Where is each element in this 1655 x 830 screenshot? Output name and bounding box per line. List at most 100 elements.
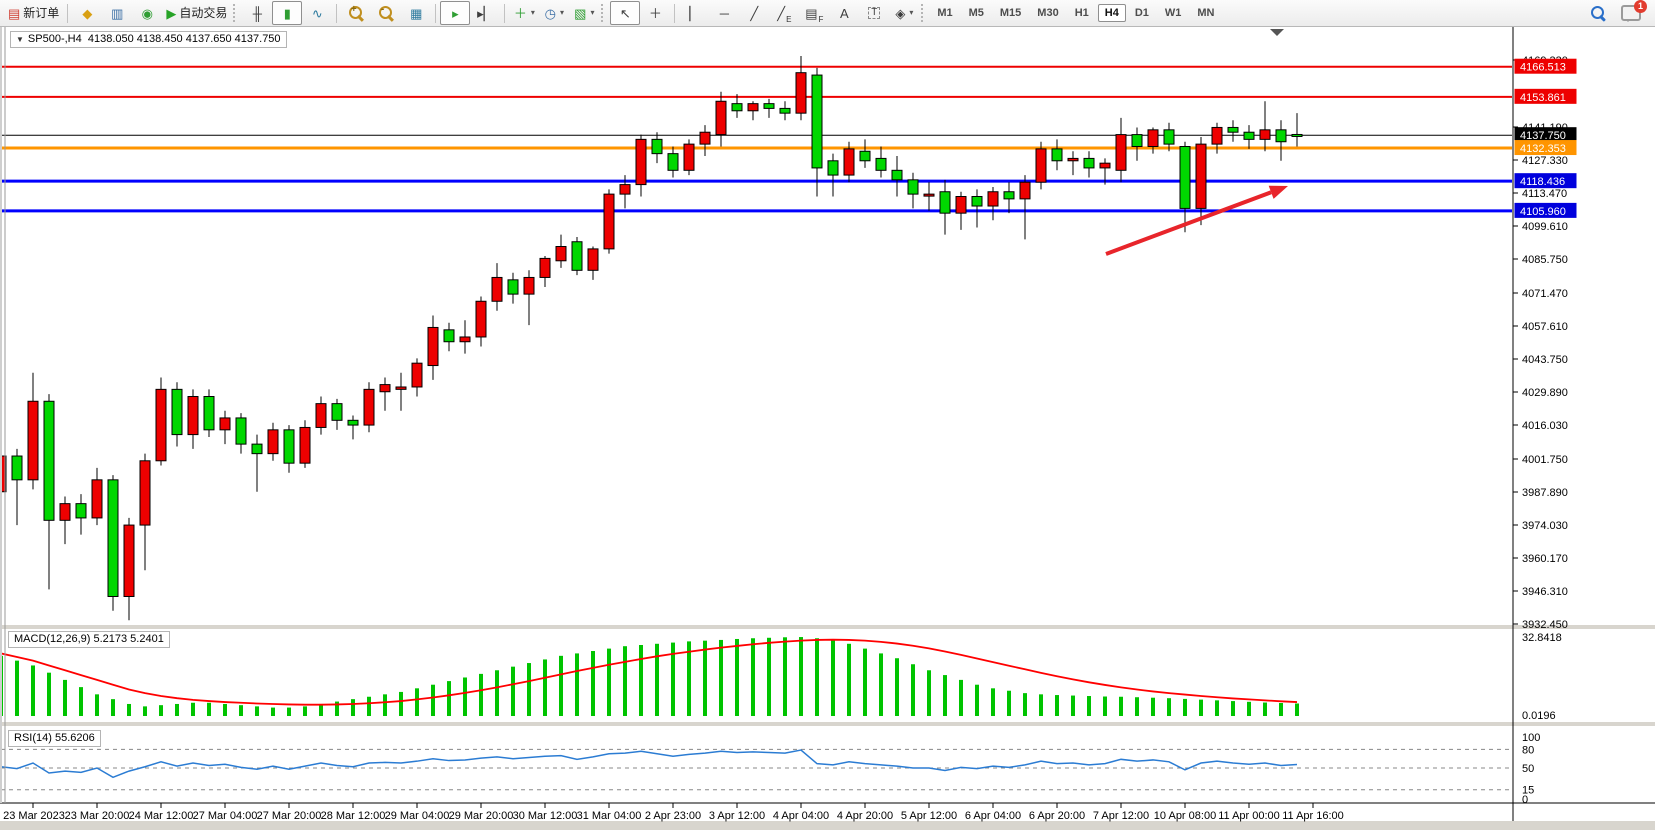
crosshair-button[interactable]: ＋ xyxy=(640,1,670,25)
macd-axis-min: 0.0196 xyxy=(1522,710,1556,722)
chart-ohlc-values: 4138.050 4138.450 4137.650 4137.750 xyxy=(87,33,281,45)
timeframe-toolbar: M1 M5 M15 M30 H1 H4 D1 W1 MN xyxy=(930,4,1221,22)
macd-histogram-bar xyxy=(815,638,819,716)
horizontal-line-button[interactable]: ─ xyxy=(709,1,739,25)
chart-shift-marker[interactable] xyxy=(1270,29,1284,36)
timeframe-button-M5[interactable]: M5 xyxy=(968,7,984,19)
candle-chart-button[interactable]: ▮ xyxy=(272,1,303,25)
bar-chart-button[interactable]: ╫ xyxy=(242,1,272,25)
macd-label: MACD(12,26,9) 5.2173 5.2401 xyxy=(14,633,164,645)
macd-histogram-bar xyxy=(1135,697,1139,716)
candle-body-up xyxy=(699,131,711,145)
channel-button[interactable]: ╱ E xyxy=(777,5,792,24)
price-badge xyxy=(1514,173,1577,189)
macd-histogram-bar xyxy=(127,703,131,716)
macd-histogram-bar xyxy=(927,670,931,716)
timeframe-button-H4[interactable]: H4 xyxy=(1097,4,1126,22)
macd-histogram-bar xyxy=(543,659,547,716)
search-icon[interactable] xyxy=(1590,5,1607,22)
chart-window-button[interactable]: ▥ xyxy=(102,1,132,25)
time-tick-label: 11 Apr 16:00 xyxy=(1282,810,1344,822)
candle-body-up xyxy=(955,196,967,214)
zoom-out-button[interactable]: - xyxy=(371,1,401,25)
deposit-button[interactable]: ◆ xyxy=(72,1,102,25)
new-order-button[interactable]: ▤ 新订单 xyxy=(4,1,63,25)
window-icon: ▥ xyxy=(111,5,124,21)
macd-histogram-bar xyxy=(383,694,387,716)
macd-histogram-bar xyxy=(1167,698,1171,716)
macd-histogram-bar xyxy=(63,679,67,716)
candle-body-down xyxy=(1083,157,1095,169)
timeframe-button-M30[interactable]: M30 xyxy=(1037,7,1059,19)
shapes-button[interactable]: ◈ ▾ xyxy=(889,1,919,25)
bar-chart-icon: ╫ xyxy=(252,5,262,21)
timeframe-button-MN[interactable]: MN xyxy=(1197,7,1215,19)
price-badge-label: 4105.960 xyxy=(1520,206,1566,218)
auto-scroll-button[interactable]: ▸ xyxy=(440,1,471,25)
toolbar-grip xyxy=(601,4,606,22)
candle-body-up xyxy=(59,503,71,521)
timeframe-button-D1[interactable]: D1 xyxy=(1134,7,1149,19)
time-tick-label: 7 Apr 12:00 xyxy=(1093,810,1149,822)
macd-histogram-bar xyxy=(831,640,835,716)
time-tick-label: 23 Mar 2023 xyxy=(3,810,65,822)
candle-body-up xyxy=(1115,134,1127,171)
macd-histogram-bar xyxy=(1183,698,1187,716)
candle-body-up xyxy=(299,426,311,464)
dropdown-arrow-icon: ▾ xyxy=(590,8,595,17)
time-tick-label: 30 Mar 12:00 xyxy=(513,810,578,822)
new-chart-button[interactable]: ＋ ▾ xyxy=(509,1,539,25)
timeframe-button-H1[interactable]: H1 xyxy=(1074,7,1089,19)
shapes-icon: ◈ xyxy=(895,5,906,21)
plot-area xyxy=(1,56,1512,791)
zoom-in-button[interactable]: + xyxy=(341,1,371,25)
channel-icon: ╱ xyxy=(777,5,786,21)
autotrading-button[interactable]: ▶ 自动交易 xyxy=(162,1,231,25)
timeframe-button-M15[interactable]: M15 xyxy=(999,7,1022,19)
trend-arrow-shaft[interactable] xyxy=(1105,190,1272,256)
timeframe-button-M1[interactable]: M1 xyxy=(937,7,953,19)
candle-body-down xyxy=(1243,131,1255,140)
rsi-line xyxy=(1,749,1298,779)
tile-windows-button[interactable]: ▦ xyxy=(401,1,431,25)
timeframe-button-W1[interactable]: W1 xyxy=(1164,7,1182,19)
auto-scroll-icon: ▸ xyxy=(452,5,459,21)
price-tick-label: 3987.890 xyxy=(1522,487,1568,499)
macd-histogram-bar xyxy=(239,705,243,716)
crosshair-icon: ＋ xyxy=(648,5,662,21)
community-button[interactable]: ◉ xyxy=(132,1,162,25)
line-chart-button[interactable]: ∿ xyxy=(302,1,332,25)
candle-body-down xyxy=(1003,191,1015,200)
price-badge-label: 4118.436 xyxy=(1520,176,1565,188)
pane-splitter[interactable] xyxy=(0,722,1655,726)
cursor-button[interactable]: ↖ xyxy=(610,1,641,25)
macd-histogram-bar xyxy=(319,703,323,716)
trendline-button[interactable]: ╱ xyxy=(739,1,769,25)
macd-histogram-bar xyxy=(463,677,467,716)
collapse-icon[interactable]: ▼ xyxy=(16,35,24,44)
time-tick-label: 10 Apr 08:00 xyxy=(1154,810,1216,822)
macd-histogram-bar xyxy=(79,687,83,716)
candle-body-up xyxy=(475,300,487,338)
rsi-axis-label: 50 xyxy=(1522,763,1534,775)
text-label-button[interactable]: T xyxy=(859,1,889,25)
chat-icon[interactable]: 1 xyxy=(1621,0,1647,22)
price-tick-label: 3960.170 xyxy=(1522,553,1568,565)
pane-splitter[interactable] xyxy=(0,625,1655,629)
candle-body-down xyxy=(763,103,775,109)
fibonacci-button[interactable]: ▤ F xyxy=(805,5,824,24)
candle-chart-icon: ▮ xyxy=(283,5,291,21)
candle-body-down xyxy=(1291,133,1303,137)
candle-body-down xyxy=(859,150,871,162)
trend-arrow-head[interactable] xyxy=(1268,185,1288,199)
indicator-list-button[interactable]: ▧ ▾ xyxy=(569,1,599,25)
candle-body-down xyxy=(235,417,247,445)
chart-shift-button[interactable]: ▸▏ xyxy=(470,1,500,25)
vertical-line-button[interactable]: ▏ xyxy=(679,1,709,25)
macd-histogram-bar xyxy=(399,691,403,716)
period-button[interactable]: ◷ ▾ xyxy=(539,1,569,25)
text-button[interactable]: A xyxy=(829,1,859,25)
macd-histogram-bar xyxy=(1103,696,1107,716)
macd-histogram-bar xyxy=(367,696,371,716)
indicators-icon: ▧ xyxy=(574,5,587,21)
